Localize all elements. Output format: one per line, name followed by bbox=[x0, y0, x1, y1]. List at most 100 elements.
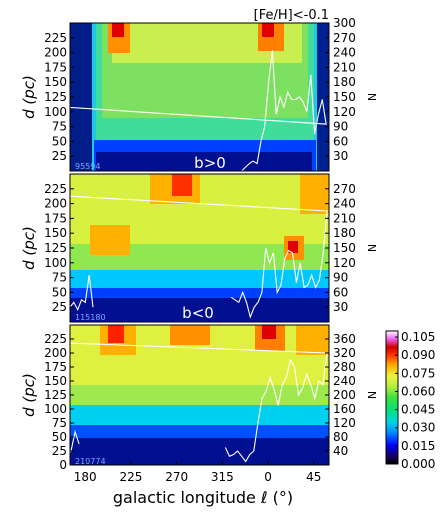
y-tick-label: 100 bbox=[44, 256, 67, 270]
y-tick-label: 175 bbox=[44, 360, 67, 374]
y-tick-label: 0 bbox=[59, 458, 67, 472]
y-tick-label: 75 bbox=[52, 120, 67, 134]
y2-tick-label: 120 bbox=[333, 105, 356, 119]
y2-tick-label: 150 bbox=[333, 241, 356, 255]
colorbar-tick-label: 0.015 bbox=[401, 439, 435, 453]
x-ticks-bottom: 180 225 270 315 0 45 bbox=[74, 461, 321, 484]
y-axis-label: d (pc) bbox=[20, 75, 38, 119]
y2-tick-label: 60 bbox=[333, 134, 348, 148]
heatmap-bottom bbox=[70, 325, 329, 465]
colorbar-tick-label: 0.045 bbox=[401, 403, 435, 417]
y2-tick-label: 160 bbox=[333, 402, 356, 416]
right-axis-label: N bbox=[365, 93, 378, 101]
series-line-bottom bbox=[70, 342, 328, 463]
colorbar-tick-label: 0.075 bbox=[401, 366, 435, 380]
x-tick-label: 0 bbox=[264, 470, 272, 484]
y-tick-label: 225 bbox=[44, 31, 67, 45]
colorbar: 0.000 0.015 0.030 0.045 0.060 0.075 0.090 0.105 bbox=[385, 330, 435, 471]
y2-tick-label: 180 bbox=[333, 226, 356, 240]
x-tick-label: 45 bbox=[306, 470, 321, 484]
y-tick-label: 50 bbox=[52, 285, 67, 299]
y-tick-label: 25 bbox=[52, 444, 67, 458]
y-tick-label: 25 bbox=[52, 149, 67, 163]
y2-tick-label: 270 bbox=[333, 182, 356, 196]
y-tick-label: 25 bbox=[52, 300, 67, 314]
y2-tick-label: 80 bbox=[333, 430, 348, 444]
y2-tick-label: 280 bbox=[333, 360, 356, 374]
series-line-middle bbox=[70, 195, 328, 319]
y-tick-label: 150 bbox=[44, 226, 67, 240]
x-tick-label: 315 bbox=[211, 470, 234, 484]
y-tick-label: 175 bbox=[44, 211, 67, 225]
y-axis-label: d (pc) bbox=[20, 226, 38, 270]
y2-tick-label: 180 bbox=[333, 75, 356, 89]
y-tick-label: 225 bbox=[44, 182, 67, 196]
heatmap-top bbox=[70, 23, 329, 171]
panel-title: [Fe/H]<-0.1 bbox=[254, 8, 329, 23]
y-tick-label: 50 bbox=[52, 430, 67, 444]
y-tick-label: 175 bbox=[44, 60, 67, 74]
y2-tick-label: 240 bbox=[333, 197, 356, 211]
panel-top: [Fe/H]<-0.1 b>0 95594 255075100125150175… bbox=[20, 8, 378, 172]
heatmap-middle bbox=[70, 174, 329, 322]
y-tick-label: 75 bbox=[52, 416, 67, 430]
x-tick-label: 180 bbox=[74, 470, 97, 484]
colorbar-tick-label: 0.105 bbox=[401, 330, 435, 344]
y2-tick-label: 240 bbox=[333, 374, 356, 388]
y-tick-label: 100 bbox=[44, 402, 67, 416]
colorbar-tick-label: 0.090 bbox=[401, 348, 435, 362]
y2-tick-label: 40 bbox=[333, 444, 348, 458]
x-tick-label: 225 bbox=[119, 470, 142, 484]
y-tick-label: 200 bbox=[44, 46, 67, 60]
panel-annotation: b>0 bbox=[194, 154, 226, 172]
y-tick-label: 150 bbox=[44, 374, 67, 388]
y2-tick-label: 360 bbox=[333, 332, 356, 346]
colorbar-tick-label: 0.030 bbox=[401, 421, 435, 435]
y2-tick-label: 320 bbox=[333, 346, 356, 360]
y-tick-label: 225 bbox=[44, 332, 67, 346]
right-axis-label: N bbox=[365, 244, 378, 252]
y-tick-label: 125 bbox=[44, 241, 67, 255]
x-axis-label: galactic longitude ℓ (°) bbox=[113, 488, 293, 507]
y2-tick-label: 200 bbox=[333, 388, 356, 402]
count-label: 115180 bbox=[75, 313, 106, 322]
y-tick-label: 150 bbox=[44, 75, 67, 89]
y2-tick-label: 90 bbox=[333, 271, 348, 285]
colorbar-tick-label: 0.000 bbox=[401, 457, 435, 471]
y2-tick-label: 150 bbox=[333, 90, 356, 104]
y-axis-label: d (pc) bbox=[20, 373, 38, 417]
y-tick-label: 200 bbox=[44, 197, 67, 211]
count-label: 95594 bbox=[75, 162, 100, 171]
x-tick-label: 270 bbox=[165, 470, 188, 484]
y2-tick-label: 90 bbox=[333, 120, 348, 134]
y2-tick-label: 30 bbox=[333, 149, 348, 163]
y-tick-label: 200 bbox=[44, 346, 67, 360]
y2-tick-label: 120 bbox=[333, 416, 356, 430]
y-tick-label: 50 bbox=[52, 134, 67, 148]
colorbar-tick-label: 0.060 bbox=[401, 384, 435, 398]
y-tick-label: 125 bbox=[44, 90, 67, 104]
series-line-top bbox=[70, 50, 327, 171]
y-tick-label: 100 bbox=[44, 105, 67, 119]
y2-tick-label: 270 bbox=[333, 31, 356, 45]
y2-tick-label: 300 bbox=[333, 16, 356, 30]
y2-tick-label: 210 bbox=[333, 60, 356, 74]
y2-tick-label: 210 bbox=[333, 211, 356, 225]
y2-tick-label: 120 bbox=[333, 256, 356, 270]
panel-annotation: b<0 bbox=[182, 304, 214, 322]
y-tick-label: 75 bbox=[52, 271, 67, 285]
y2-tick-label: 60 bbox=[333, 285, 348, 299]
y2-tick-label: 30 bbox=[333, 300, 348, 314]
y2-tick-label: 240 bbox=[333, 46, 356, 60]
right-axis-label: N bbox=[365, 391, 378, 399]
colorbar-gradient bbox=[385, 330, 399, 465]
